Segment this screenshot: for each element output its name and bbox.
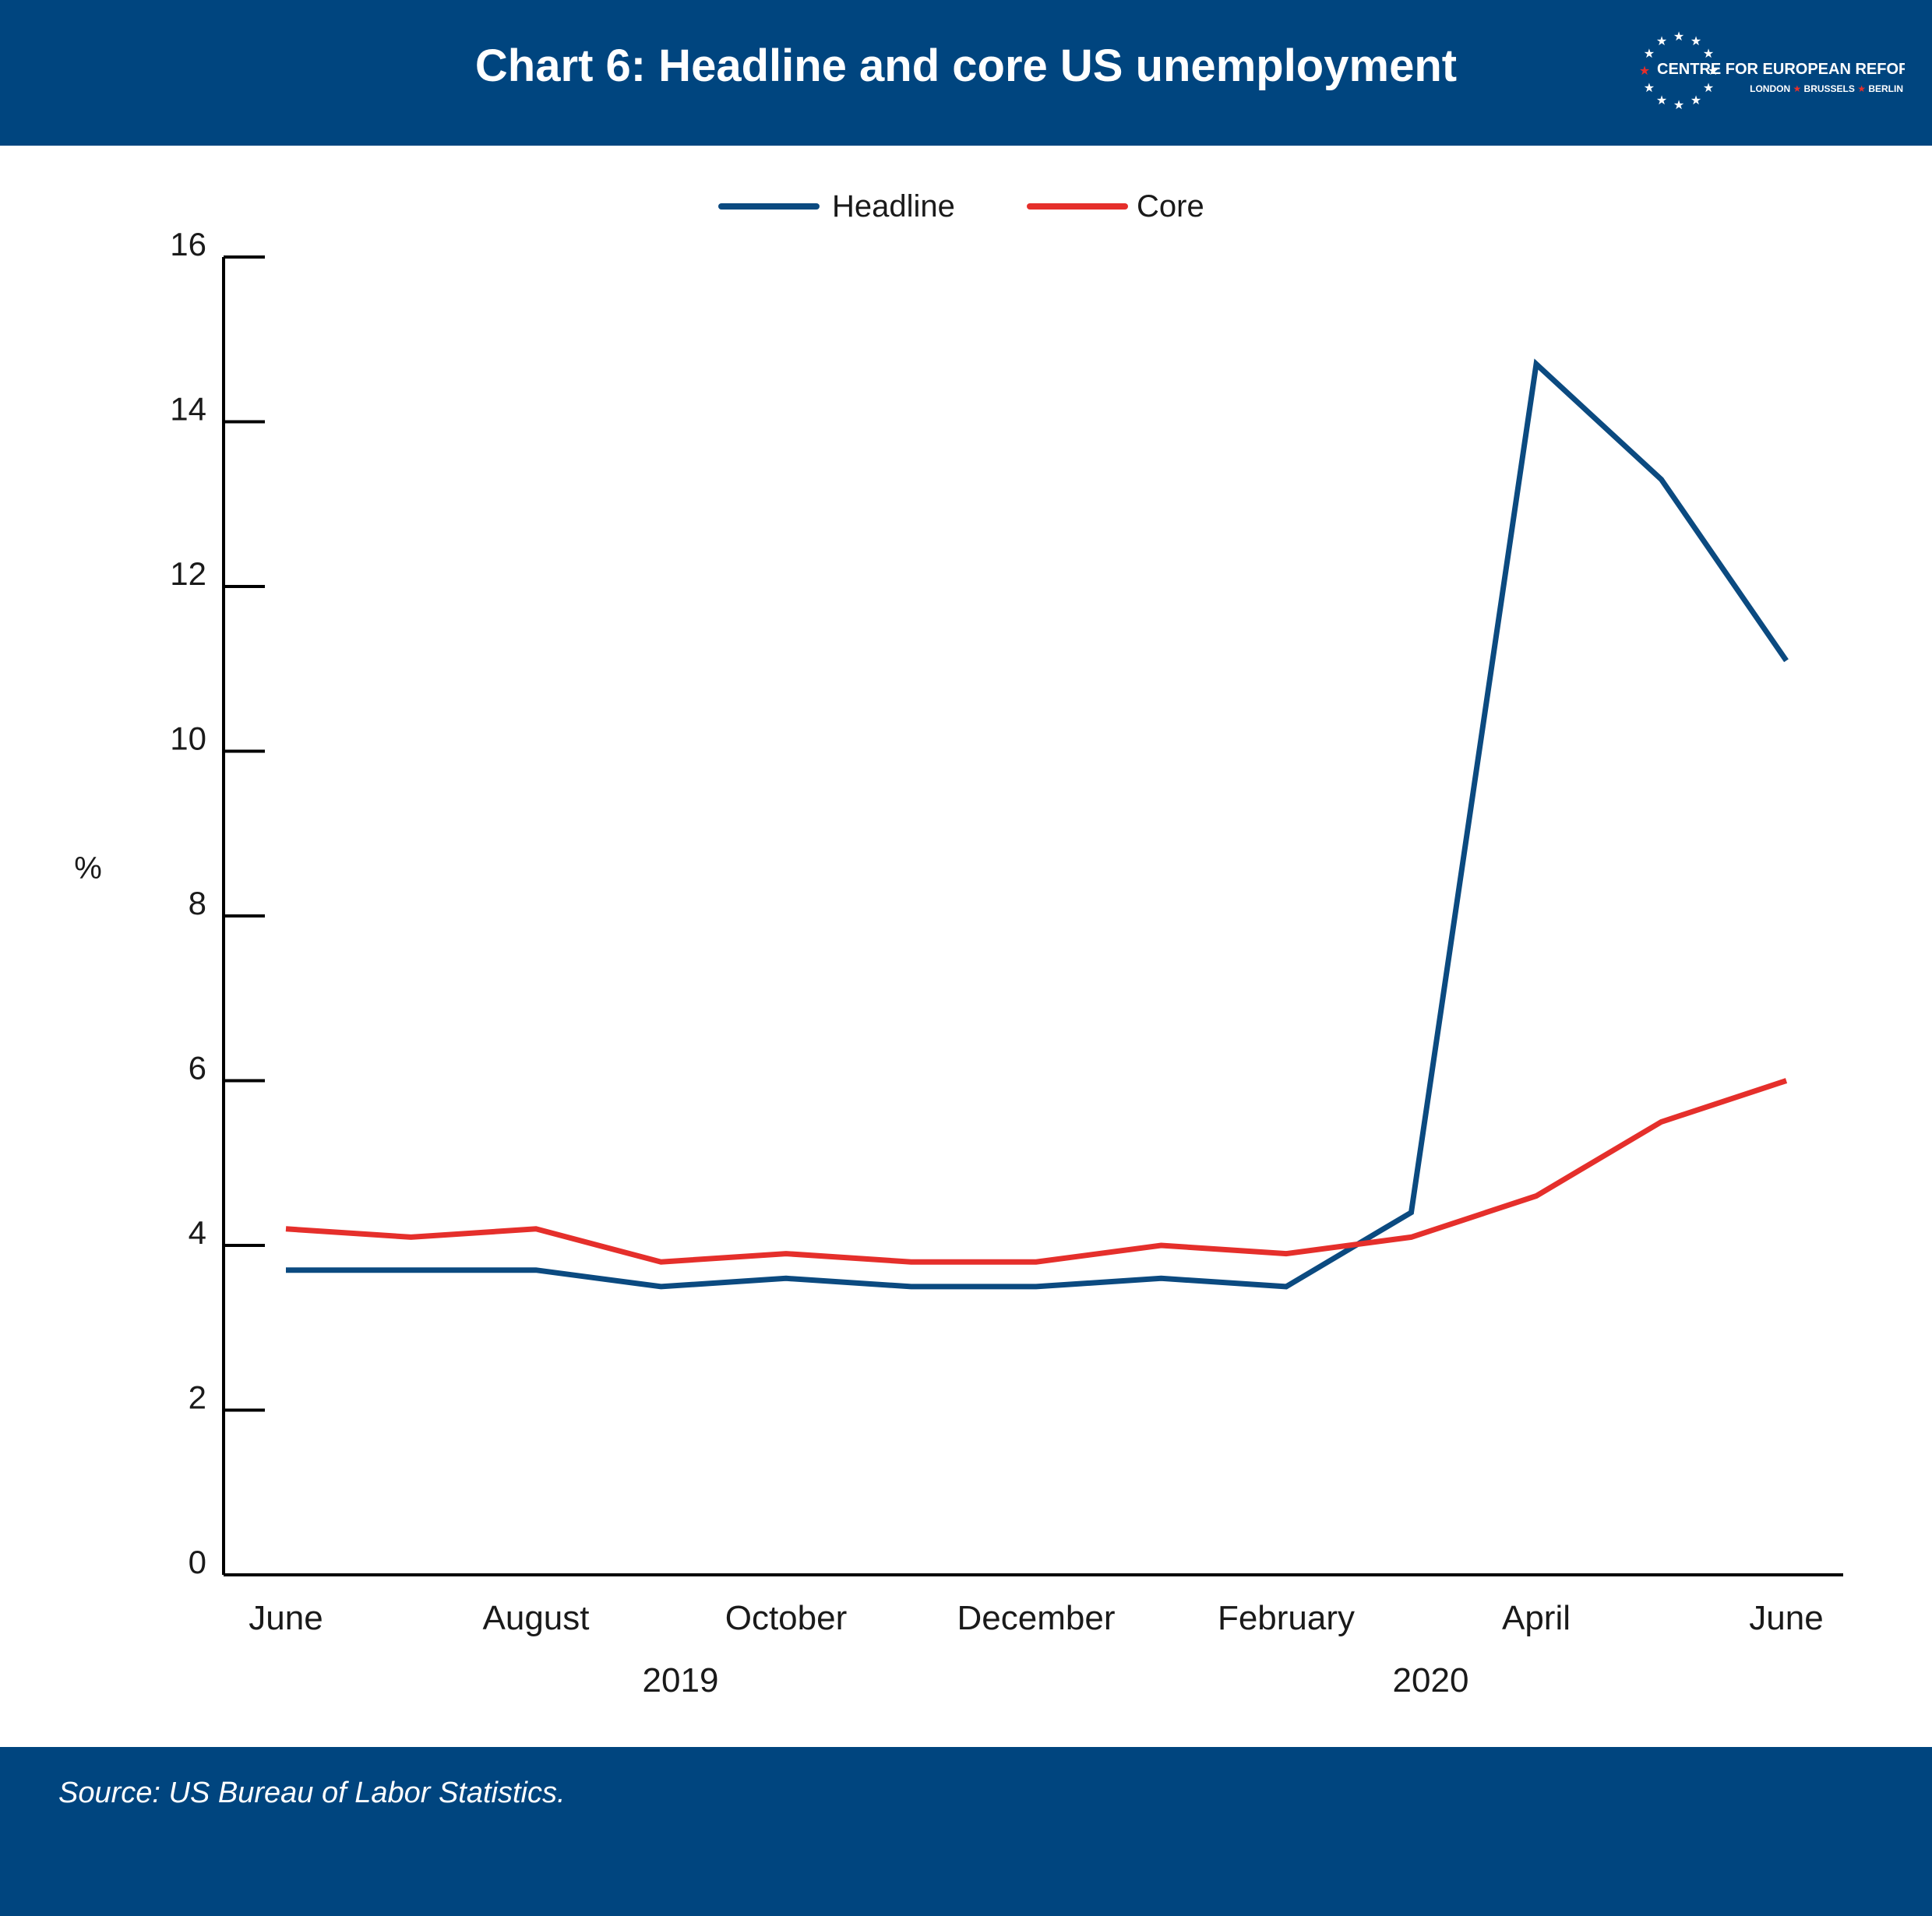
legend-label: Headline xyxy=(832,189,955,224)
x-tick-label: August xyxy=(483,1599,590,1637)
series-layer xyxy=(285,358,1789,1290)
logo-star-icon: ★ xyxy=(1644,48,1655,61)
legend: Headline Core xyxy=(718,189,1204,224)
series-line-core xyxy=(285,1078,1788,1265)
logo-cities: LONDON ★ BRUSSELS ★ BERLIN xyxy=(1750,83,1903,94)
logo-star-icon: ★ xyxy=(1644,82,1655,95)
logo-city: BRUSSELS xyxy=(1804,83,1855,94)
logo-star-icon: ★ xyxy=(1708,65,1719,78)
x-year-label: 2020 xyxy=(1393,1661,1469,1699)
y-tick-label: 12 xyxy=(170,555,206,592)
header-band: Chart 6: Headline and core US unemployme… xyxy=(0,0,1932,146)
x-tick-label: June xyxy=(1749,1599,1823,1637)
cer-logo: ★ ★★★★★★★★★★★ CENTRE FOR EUROPEAN REFORM … xyxy=(1640,30,1905,112)
logo-star-icon: ★ xyxy=(1656,94,1667,107)
y-tick-label: 2 xyxy=(189,1379,206,1416)
logo-city: BERLIN xyxy=(1868,83,1903,94)
x-axis: June August October December February April Ju… xyxy=(224,1573,1843,1699)
y-tick-label: 0 xyxy=(189,1544,206,1580)
logo-name: CENTRE FOR EUROPEAN REFORM xyxy=(1657,61,1905,78)
logo-city: LONDON xyxy=(1750,83,1790,94)
y-tick-label: 8 xyxy=(189,885,206,921)
logo-star-icon: ★ xyxy=(1673,99,1684,112)
x-tick-label: April xyxy=(1502,1599,1571,1637)
logo-star-icon: ★ xyxy=(1690,94,1701,107)
series-line-headline xyxy=(286,358,1789,1290)
y-axis-title: % xyxy=(74,851,102,886)
y-tick-label: 14 xyxy=(170,391,206,428)
x-tick-label: December xyxy=(957,1599,1116,1637)
x-tick-label: October xyxy=(725,1599,848,1637)
chart-title: Chart 6: Headline and core US unemployme… xyxy=(474,41,1458,91)
logo-star-icon: ★ xyxy=(1656,35,1667,48)
y-tick-label: 16 xyxy=(170,226,206,262)
y-tick-label: 6 xyxy=(189,1050,206,1087)
legend-item-headline: Headline xyxy=(718,189,955,224)
logo-star-icon: ★ xyxy=(1703,48,1714,61)
logo-star-ring: ★ ★★★★★★★★★★★ xyxy=(1640,30,1719,112)
legend-label: Core xyxy=(1137,189,1204,224)
logo-star-icon: ★ xyxy=(1690,35,1701,48)
y-tick-label: 10 xyxy=(170,720,206,757)
logo-star-icon: ★ xyxy=(1640,65,1650,78)
logo-star-icon: ★ xyxy=(1673,30,1684,44)
x-year-label: 2019 xyxy=(643,1661,719,1699)
logo-star-icon: ★ xyxy=(1703,82,1714,95)
source-note: Source: US Bureau of Labor Statistics. xyxy=(58,1777,566,1809)
footer-band: Source: US Bureau of Labor Statistics. xyxy=(0,1747,1932,1916)
y-axis: 0 2 4 6 8 10 12 14 16% xyxy=(74,226,265,1580)
x-tick-label: February xyxy=(1218,1599,1355,1637)
x-tick-label: June xyxy=(249,1599,323,1637)
legend-item-core: Core xyxy=(1027,189,1204,224)
y-tick-label: 4 xyxy=(189,1214,206,1251)
line-chart: Headline Core 0 2 4 6 8 10 12 14 16% June August Oc… xyxy=(74,189,1843,1699)
